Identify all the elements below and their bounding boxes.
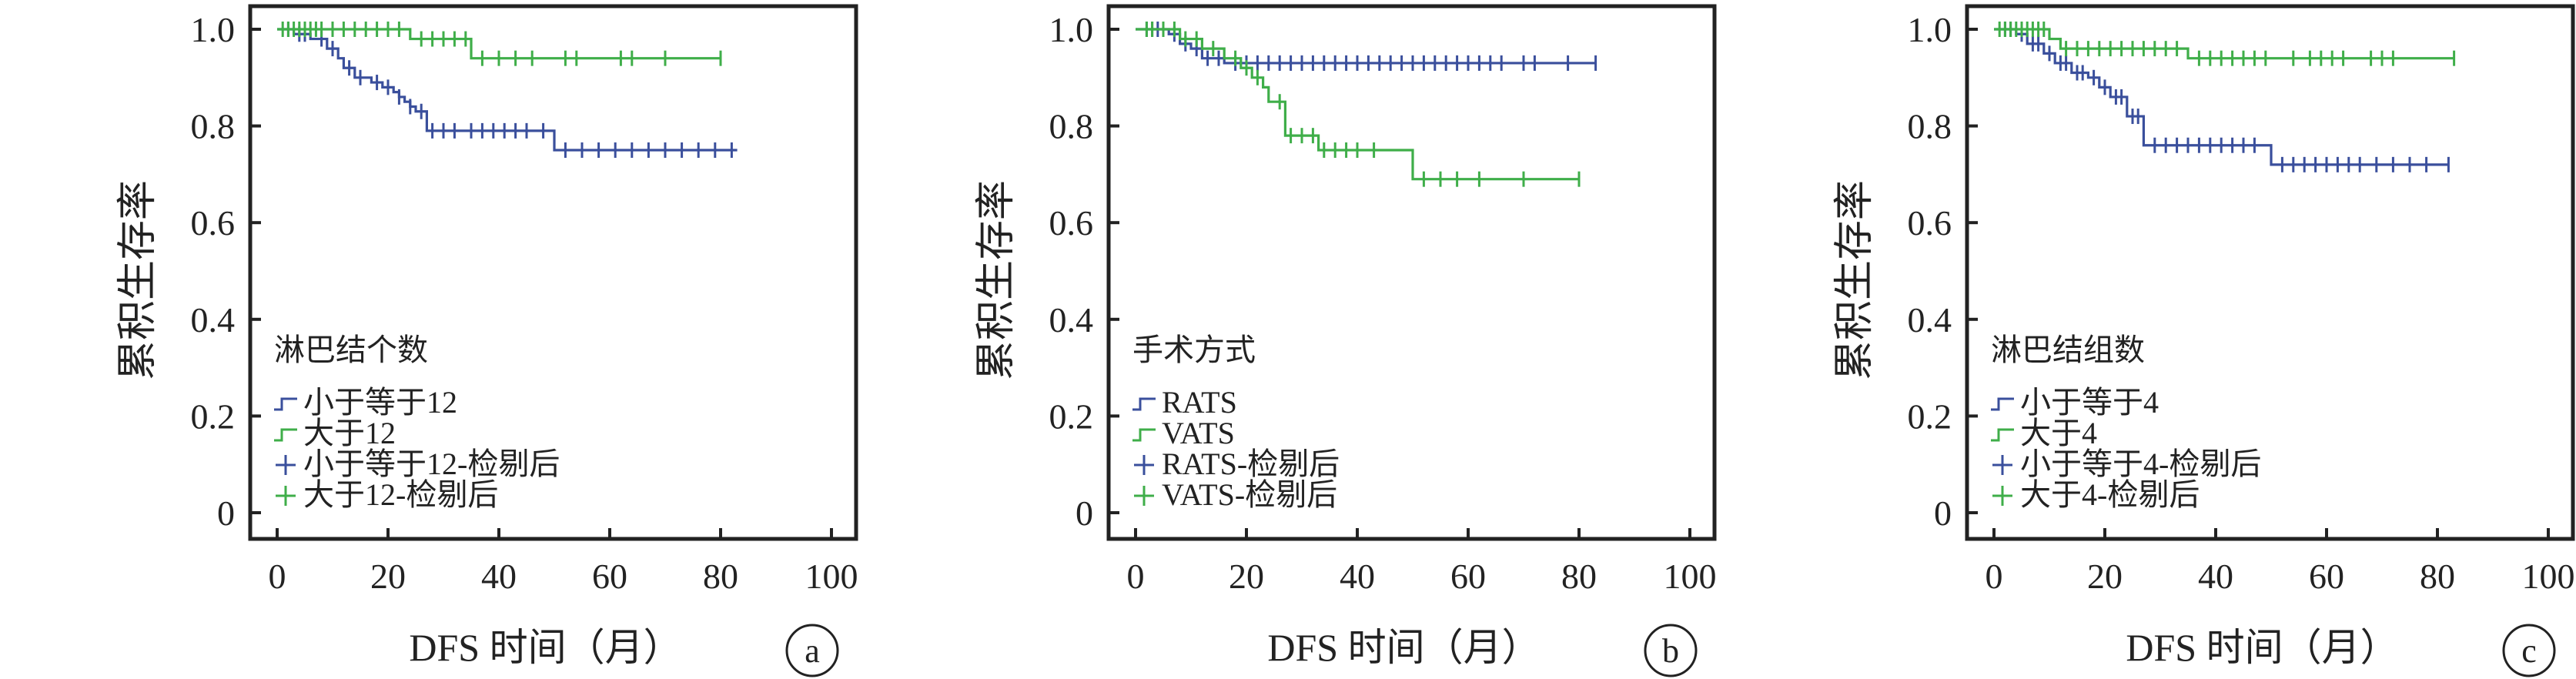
x-axis-label: DFS 时间（月） [409, 626, 681, 669]
y-tick-label: 0.2 [191, 396, 236, 436]
legend-title: 手术方式 [1132, 333, 1256, 367]
x-tick-label: 100 [2522, 557, 2575, 596]
y-tick-label: 0 [1934, 493, 1952, 533]
x-tick-label: 0 [269, 557, 286, 596]
legend-title: 淋巴结组数 [1991, 333, 2145, 367]
panel-label-circle [1644, 624, 1698, 677]
plot-frame [1965, 4, 2575, 541]
km-curve-blue [1994, 28, 2449, 166]
x-tick-label: 40 [481, 557, 517, 596]
x-tick-label: 20 [370, 557, 406, 596]
y-tick-label: 0.2 [1049, 396, 1094, 436]
panel-label: a [805, 632, 820, 670]
x-tick-label: 100 [1664, 557, 1717, 596]
y-axis-label: 累积生存率 [1833, 180, 1877, 380]
panel-label: c [2521, 632, 2537, 670]
panel-label-circle [2502, 624, 2556, 677]
km-panel-a: 0 0.2 0.4 0.6 0.8 1.0 0 20 40 60 80 100 累积生存率 DFS 时间（… [0, 0, 858, 679]
x-tick-label: 20 [2087, 557, 2123, 596]
x-tick-label: 80 [1561, 557, 1597, 596]
legend-title: 淋巴结个数 [274, 333, 428, 367]
legend-entry: 大于4 [2020, 416, 2097, 450]
legend-entry: 大于12 [303, 416, 396, 450]
chart-svg: 0 0.2 0.4 0.6 0.8 1.0 0 20 40 60 80 100 累积生存率 DFS 时间（… [1833, 4, 2575, 677]
legend-entry: RATS-检剔后 [1162, 447, 1340, 481]
km-panel-c: 0 0.2 0.4 0.6 0.8 1.0 0 20 40 60 80 100 累积生存率 DFS 时间（… [1717, 0, 2575, 679]
legend-swatch-step [1991, 397, 2014, 411]
chart-svg: 0 0.2 0.4 0.6 0.8 1.0 0 20 40 60 80 100 累积生存率 DFS 时间（… [116, 4, 858, 677]
x-tick-label: 20 [1229, 557, 1264, 596]
legend-entry: VATS-检剔后 [1162, 477, 1337, 512]
y-tick-label: 1.0 [1049, 10, 1094, 49]
y-tick-label: 0 [1076, 493, 1093, 533]
y-tick-label: 0.8 [1049, 107, 1094, 146]
legend-entry: 小于等于12-检剔后 [303, 447, 560, 481]
legend-entry: 小于等于4 [2020, 385, 2159, 420]
x-axis-label: DFS 时间（月） [2126, 626, 2398, 669]
legend-entry: 小于等于12 [303, 385, 457, 420]
km-panel-b: 0 0.2 0.4 0.6 0.8 1.0 0 20 40 60 80 100 累积生存率 DFS 时间（… [858, 0, 1717, 679]
km-curve-blue [277, 28, 738, 152]
y-tick-label: 0.8 [191, 107, 236, 146]
panel-label: b [1662, 632, 1679, 670]
legend-swatch-step [274, 397, 297, 411]
y-tick-label: 0.4 [1908, 300, 1952, 340]
x-tick-label: 40 [1340, 557, 1375, 596]
y-tick-label: 1.0 [1908, 10, 1952, 49]
legend-entry: RATS [1162, 385, 1237, 420]
km-curve-blue [1136, 28, 1596, 65]
y-tick-label: 0.4 [191, 300, 236, 340]
x-tick-label: 100 [805, 557, 858, 596]
x-tick-label: 80 [703, 557, 738, 596]
legend-entry: 大于12-检剔后 [303, 477, 498, 512]
y-tick-label: 1.0 [191, 10, 236, 49]
y-tick-label: 0.4 [1049, 300, 1094, 340]
legend-entry: 大于4-检剔后 [2020, 477, 2200, 512]
plot-frame [1106, 4, 1717, 541]
x-tick-label: 0 [1127, 557, 1145, 596]
y-tick-label: 0.2 [1908, 396, 1952, 436]
x-tick-label: 60 [1450, 557, 1486, 596]
x-tick-label: 0 [1986, 557, 2003, 596]
legend-swatch-step [274, 428, 297, 442]
panel-label-circle [785, 624, 839, 677]
y-tick-label: 0 [217, 493, 235, 533]
legend-entry: VATS [1162, 416, 1235, 450]
y-tick-label: 0.6 [191, 203, 236, 242]
y-tick-label: 0.6 [1049, 203, 1094, 242]
km-curve-green [1994, 28, 2454, 60]
x-axis-label: DFS 时间（月） [1267, 626, 1540, 669]
legend-swatch-step [1132, 397, 1156, 411]
legend-swatch-step [1991, 428, 2014, 442]
legend-entry: 小于等于4-检剔后 [2020, 447, 2261, 481]
y-axis-label: 累积生存率 [975, 180, 1019, 380]
plot-frame [248, 4, 858, 541]
x-tick-label: 60 [2309, 557, 2344, 596]
x-tick-label: 60 [592, 557, 627, 596]
y-tick-label: 0.6 [1908, 203, 1952, 242]
y-tick-label: 0.8 [1908, 107, 1952, 146]
chart-svg: 0 0.2 0.4 0.6 0.8 1.0 0 20 40 60 80 100 累积生存率 DFS 时间（… [975, 4, 1717, 677]
x-tick-label: 80 [2420, 557, 2455, 596]
legend-swatch-step [1132, 428, 1156, 442]
y-axis-label: 累积生存率 [116, 180, 160, 380]
x-tick-label: 40 [2198, 557, 2233, 596]
